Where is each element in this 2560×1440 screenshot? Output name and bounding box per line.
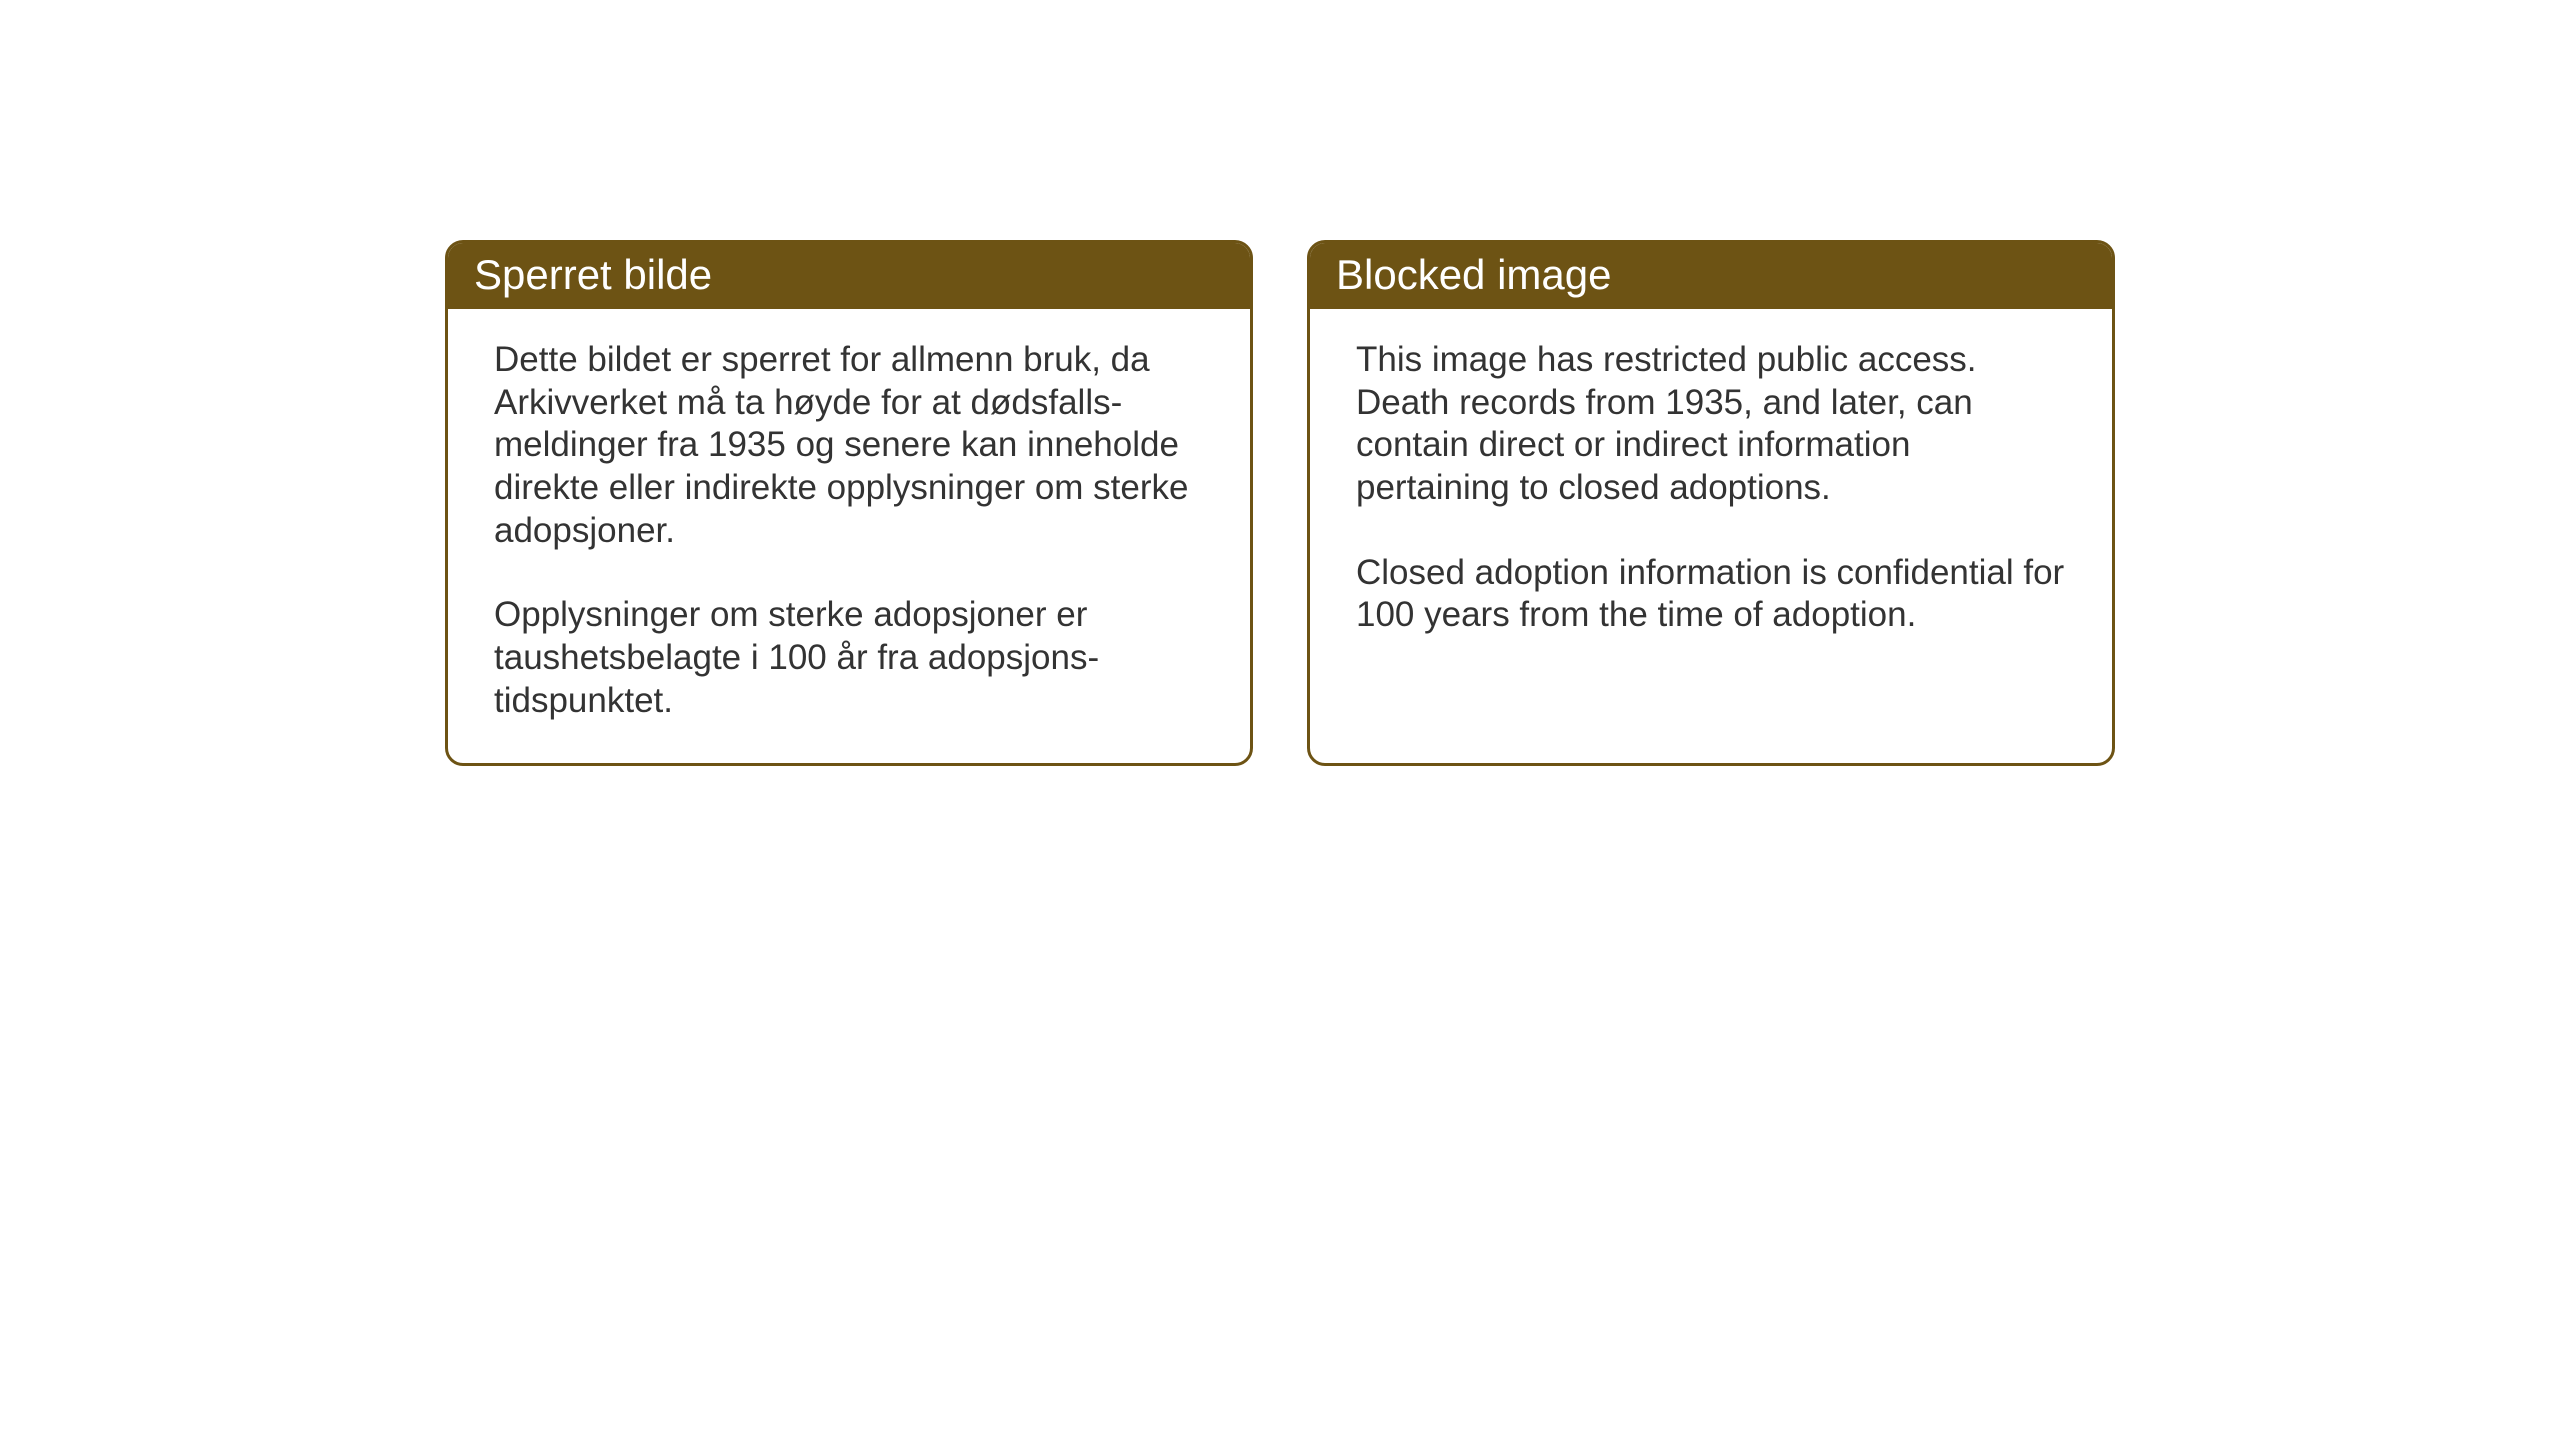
notice-card-norwegian: Sperret bilde Dette bildet er sperret fo…: [445, 240, 1253, 766]
card-title: Sperret bilde: [474, 251, 712, 298]
notice-card-english: Blocked image This image has restricted …: [1307, 240, 2115, 766]
card-header-norwegian: Sperret bilde: [448, 243, 1250, 309]
card-paragraph: This image has restricted public access.…: [1356, 339, 2066, 510]
notice-container: Sperret bilde Dette bildet er sperret fo…: [445, 240, 2115, 766]
card-paragraph: Dette bildet er sperret for allmenn bruk…: [494, 339, 1204, 552]
card-body-norwegian: Dette bildet er sperret for allmenn bruk…: [448, 309, 1250, 763]
card-title: Blocked image: [1336, 251, 1611, 298]
card-header-english: Blocked image: [1310, 243, 2112, 309]
card-body-english: This image has restricted public access.…: [1310, 309, 2112, 677]
card-paragraph: Opplysninger om sterke adopsjoner er tau…: [494, 594, 1204, 722]
card-paragraph: Closed adoption information is confident…: [1356, 552, 2066, 637]
